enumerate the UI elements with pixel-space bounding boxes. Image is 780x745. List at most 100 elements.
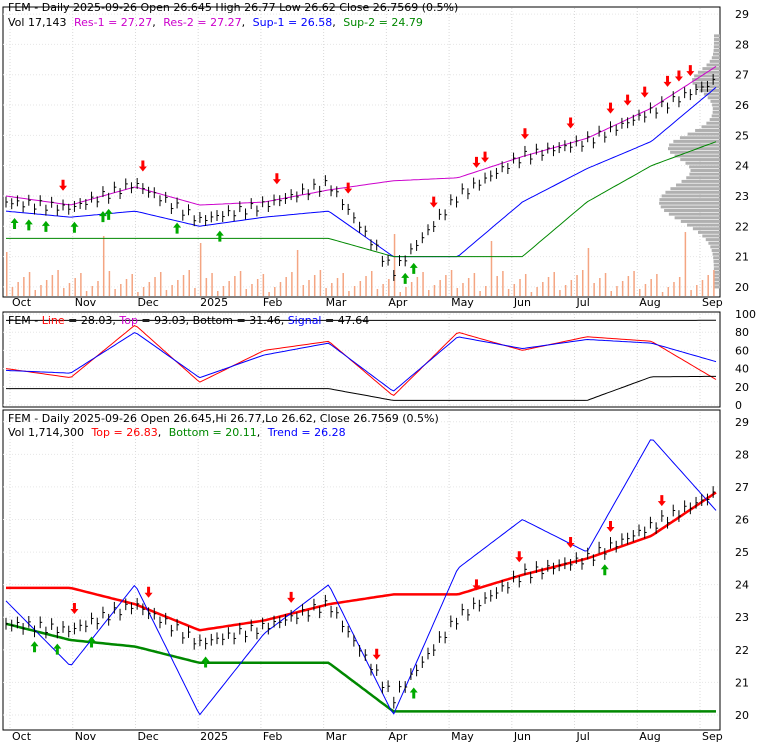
sell-arrow-icon — [70, 603, 79, 615]
series-line-top — [6, 491, 717, 632]
trend-bottom-label: Bottom = 20.11 — [169, 426, 257, 439]
volume-profile-bar — [674, 154, 720, 158]
volume-bar — [570, 280, 573, 296]
volume-bar — [365, 276, 367, 296]
price-volume-label: Vol 17,143 — [8, 16, 66, 29]
volume-bar — [262, 274, 265, 296]
month-tick-label: Jul — [576, 730, 590, 743]
month-tick-label: Oct — [12, 296, 32, 309]
volume-bar — [639, 289, 641, 296]
volume-profile-bar — [659, 201, 720, 205]
sell-arrow-icon — [59, 179, 68, 191]
volume-bar — [131, 274, 133, 296]
res1-label: Res-1 = 27.27 — [74, 16, 152, 29]
month-tick-label: May — [451, 296, 474, 309]
month-tick-label: Sep — [702, 730, 723, 743]
volume-profile-bar — [692, 78, 720, 82]
volume-bar — [28, 272, 31, 296]
volume-bar — [576, 275, 578, 296]
volume-profile-bar — [689, 165, 720, 169]
volume-profile-bar — [690, 168, 720, 172]
volume-profile-bar — [685, 161, 720, 165]
volume-bar — [251, 284, 253, 296]
volume-bar — [610, 291, 612, 296]
volume-profile-bar — [667, 147, 720, 151]
volume-profile-bar — [676, 183, 720, 187]
volume-bar — [513, 284, 516, 296]
volume-bar — [51, 275, 54, 296]
buy-arrow-icon — [70, 221, 79, 233]
price-y-tick-label: 26 — [735, 99, 749, 112]
buy-arrow-icon — [201, 656, 210, 668]
volume-bar — [114, 289, 116, 296]
volume-bar — [650, 279, 652, 296]
trend-y-tick-label: 20 — [735, 709, 749, 722]
volume-bar — [325, 288, 327, 296]
volume-bar — [616, 286, 618, 296]
volume-bar — [102, 236, 105, 296]
volume-profile-bar — [706, 63, 720, 67]
series-line-trend — [5, 439, 717, 716]
sell-arrow-icon — [344, 182, 353, 194]
volume-bar — [45, 280, 48, 296]
volume-bar — [171, 285, 173, 296]
volume-bar — [450, 270, 453, 296]
volume-bar — [587, 248, 590, 296]
volume-profile-bar — [670, 187, 720, 191]
volume-profile-bar — [713, 256, 720, 260]
volume-bar — [308, 280, 310, 296]
month-tick-label: Aug — [639, 730, 660, 743]
buy-arrow-icon — [53, 643, 62, 655]
volume-bar — [285, 277, 287, 296]
volume-profile-bar — [713, 41, 720, 45]
price-y-tick-label: 29 — [735, 8, 749, 21]
volume-bar — [536, 287, 538, 296]
volume-profile-bar — [701, 125, 720, 129]
volume-bar — [177, 280, 179, 296]
volume-profile-bar — [695, 128, 720, 132]
buy-arrow-icon — [215, 230, 224, 242]
series-line-signal — [5, 332, 717, 392]
volume-bar — [182, 275, 185, 296]
volume-bar — [313, 275, 316, 296]
buy-arrow-icon — [41, 220, 50, 232]
volume-bar — [456, 288, 459, 296]
volume-bar — [57, 270, 59, 296]
grid-layer — [3, 8, 720, 728]
volume-bar — [211, 273, 213, 296]
volume-profile-bar — [669, 143, 720, 147]
volume-bar — [154, 277, 156, 296]
series-line-line — [5, 325, 717, 397]
volume-bar — [621, 281, 624, 296]
volume-bar — [445, 275, 447, 296]
volume-bar — [593, 283, 595, 296]
volume-bars — [6, 232, 715, 296]
stoch-panel-frame — [2, 311, 721, 408]
stoch-y-tick-label: 100 — [735, 308, 756, 321]
volume-profile-bar — [713, 52, 720, 56]
volume-bar — [633, 271, 635, 296]
month-tick-label: Sep — [702, 296, 723, 309]
volume-bar — [376, 289, 379, 296]
volume-profile-bar — [664, 209, 720, 213]
volume-bar — [667, 287, 670, 296]
volume-bar — [388, 279, 390, 296]
volume-bar — [68, 283, 71, 296]
trend-y-tick-label: 23 — [735, 611, 749, 624]
price-y-tick-label: 25 — [735, 129, 749, 142]
volume-bar — [359, 281, 362, 296]
volume-profile-bar — [694, 74, 720, 78]
buy-arrow-icon — [87, 636, 96, 648]
month-tick-label: Feb — [263, 296, 282, 309]
month-tick-label: Apr — [388, 296, 408, 309]
month-tick-label: Feb — [263, 730, 282, 743]
res2-label: Res-2 = 27.27 — [163, 16, 241, 29]
price-y-tick-label: 24 — [735, 160, 749, 173]
volume-bar — [142, 287, 145, 296]
volume-bar — [194, 288, 196, 296]
volume-bar — [485, 286, 487, 296]
price-panel-title: FEM - Daily 2025-09-26 Open 26.645 High … — [8, 1, 458, 14]
volume-profile-bar — [713, 270, 720, 274]
month-tick-label: Aug — [639, 296, 660, 309]
volume-bar — [279, 282, 282, 296]
